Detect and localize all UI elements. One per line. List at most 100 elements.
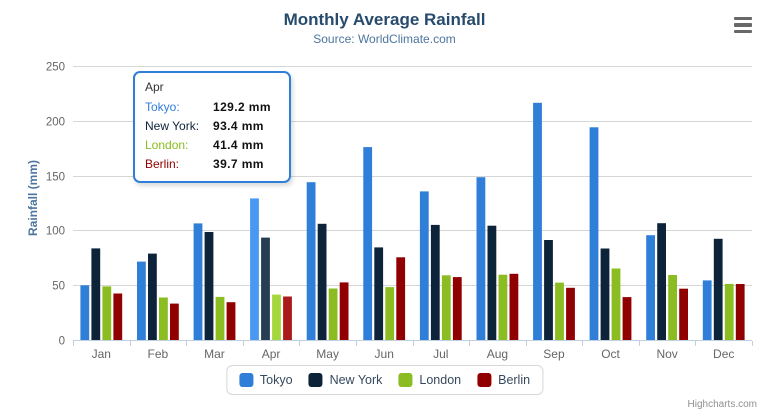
bar-berlin-jul[interactable] xyxy=(452,277,462,340)
tooltip-row: London: 41.4 mm xyxy=(145,136,279,155)
chart-title: Monthly Average Rainfall xyxy=(283,10,486,29)
bar-berlin-feb[interactable] xyxy=(170,303,179,340)
legend: Tokyo New York London Berlin xyxy=(225,365,544,395)
x-axis-label-feb: Feb xyxy=(148,347,169,361)
x-axis-label-dec: Dec xyxy=(713,347,734,361)
bar-new-york-apr[interactable] xyxy=(261,237,270,340)
bar-new-york-jan[interactable] xyxy=(91,248,101,340)
x-axis-label-jan: Jan xyxy=(92,347,111,361)
bar-new-york-dec[interactable] xyxy=(713,238,723,340)
x-axis-label-nov: Nov xyxy=(656,347,677,361)
tooltip-series-value: 41.4 mm xyxy=(213,138,264,152)
tooltip-row: Berlin: 39.7 mm xyxy=(145,155,279,174)
bar-london-jul[interactable] xyxy=(441,275,451,340)
bar-tokyo-may[interactable] xyxy=(306,182,316,340)
bar-tokyo-mar[interactable] xyxy=(193,223,203,340)
legend-label: New York xyxy=(329,373,383,387)
legend-swatch-london xyxy=(398,373,413,387)
bar-tokyo-aug[interactable] xyxy=(476,177,486,340)
bar-new-york-jul[interactable] xyxy=(430,224,440,340)
bar-new-york-mar[interactable] xyxy=(204,232,214,340)
bar-tokyo-feb[interactable] xyxy=(137,261,146,340)
tooltip-series-value: 93.4 mm xyxy=(213,119,264,133)
bar-tokyo-sep[interactable] xyxy=(533,102,542,340)
legend-swatch-new-york xyxy=(308,373,323,387)
bar-berlin-mar[interactable] xyxy=(226,302,236,340)
tooltip-series-label: Berlin: xyxy=(145,157,180,171)
x-axis-label-jul: Jul xyxy=(433,347,448,361)
legend-swatch-tokyo xyxy=(238,373,253,387)
chart-subtitle: Source: WorldClimate.com xyxy=(313,32,456,46)
y-axis-title: Rainfall (mm) xyxy=(26,159,40,237)
bar-london-aug[interactable] xyxy=(498,274,508,340)
bar-new-york-oct[interactable] xyxy=(600,248,610,341)
bar-new-york-aug[interactable] xyxy=(487,225,497,340)
bar-new-york-jun[interactable] xyxy=(374,247,384,340)
bar-new-york-sep[interactable] xyxy=(544,240,553,340)
y-axis-label-250: 250 xyxy=(46,62,65,74)
bar-london-feb[interactable] xyxy=(159,297,168,341)
bar-berlin-may[interactable] xyxy=(339,282,349,340)
tooltip-series-label: New York: xyxy=(145,119,200,133)
bar-berlin-apr[interactable] xyxy=(283,296,292,341)
x-axis-label-oct: Oct xyxy=(601,347,620,361)
bar-tokyo-nov[interactable] xyxy=(646,235,655,340)
legend-label: London xyxy=(419,373,462,387)
bar-london-sep[interactable] xyxy=(555,282,564,340)
y-axis-label-200: 200 xyxy=(46,117,65,129)
highcharts-credits-link[interactable]: Highcharts.com xyxy=(687,399,757,410)
bar-tokyo-dec[interactable] xyxy=(702,280,712,340)
tooltip-row: Tokyo: 129.2 mm xyxy=(145,98,279,117)
y-axis-label-50: 50 xyxy=(52,281,65,293)
bar-berlin-jun[interactable] xyxy=(396,257,406,340)
bar-london-oct[interactable] xyxy=(611,268,621,341)
legend-item-tokyo[interactable]: Tokyo xyxy=(238,373,293,387)
bar-london-mar[interactable] xyxy=(215,296,225,340)
bar-new-york-nov[interactable] xyxy=(657,223,666,340)
tooltip-header: Apr xyxy=(145,80,164,94)
tooltip-row: New York: 93.4 mm xyxy=(145,117,279,136)
tooltip-series-value: 39.7 mm xyxy=(213,157,264,171)
x-axis-label-jun: Jun xyxy=(375,347,394,361)
x-axis-label-may: May xyxy=(316,347,339,361)
bar-london-jan[interactable] xyxy=(102,286,112,340)
y-axis-label-100: 100 xyxy=(46,226,65,238)
tooltip-series-value: 129.2 mm xyxy=(213,100,271,114)
bar-london-nov[interactable] xyxy=(668,275,677,340)
legend-item-new-york[interactable]: New York xyxy=(308,373,383,387)
tooltip-series-label: London: xyxy=(145,138,189,152)
legend-item-london[interactable]: London xyxy=(398,373,461,387)
x-axis-label-mar: Mar xyxy=(204,347,225,361)
legend-item-berlin[interactable]: Berlin xyxy=(477,373,530,387)
bar-london-jun[interactable] xyxy=(385,287,395,340)
legend-swatch-berlin xyxy=(477,373,492,387)
bar-berlin-sep[interactable] xyxy=(566,287,575,340)
bar-tokyo-jul[interactable] xyxy=(419,191,429,340)
x-axis-label-apr: Apr xyxy=(262,347,281,361)
bar-tokyo-jan[interactable] xyxy=(80,285,90,340)
bar-berlin-dec[interactable] xyxy=(735,284,745,340)
legend-label: Tokyo xyxy=(259,373,293,387)
export-menu-button[interactable] xyxy=(730,13,756,37)
bar-berlin-jan[interactable] xyxy=(113,293,123,341)
y-axis-label-0: 0 xyxy=(59,336,65,348)
bar-tokyo-apr[interactable] xyxy=(250,198,259,340)
bar-london-apr[interactable] xyxy=(272,294,281,340)
bar-berlin-aug[interactable] xyxy=(509,273,519,340)
x-axis-label-sep: Sep xyxy=(543,347,565,361)
x-axis-label-aug: Aug xyxy=(487,347,508,361)
y-axis-label-150: 150 xyxy=(46,172,65,184)
bar-berlin-nov[interactable] xyxy=(679,288,688,340)
bar-london-dec[interactable] xyxy=(724,283,734,340)
tooltip: Apr Tokyo: 129.2 mm New York: 93.4 mm Lond… xyxy=(133,71,291,183)
bar-tokyo-oct[interactable] xyxy=(589,127,599,340)
bar-london-may[interactable] xyxy=(328,288,338,341)
bar-tokyo-jun[interactable] xyxy=(363,147,373,340)
bar-new-york-feb[interactable] xyxy=(148,253,157,340)
legend-label: Berlin xyxy=(498,373,531,387)
bar-new-york-may[interactable] xyxy=(317,223,327,340)
bar-berlin-oct[interactable] xyxy=(622,297,632,340)
tooltip-series-label: Tokyo: xyxy=(145,100,180,114)
